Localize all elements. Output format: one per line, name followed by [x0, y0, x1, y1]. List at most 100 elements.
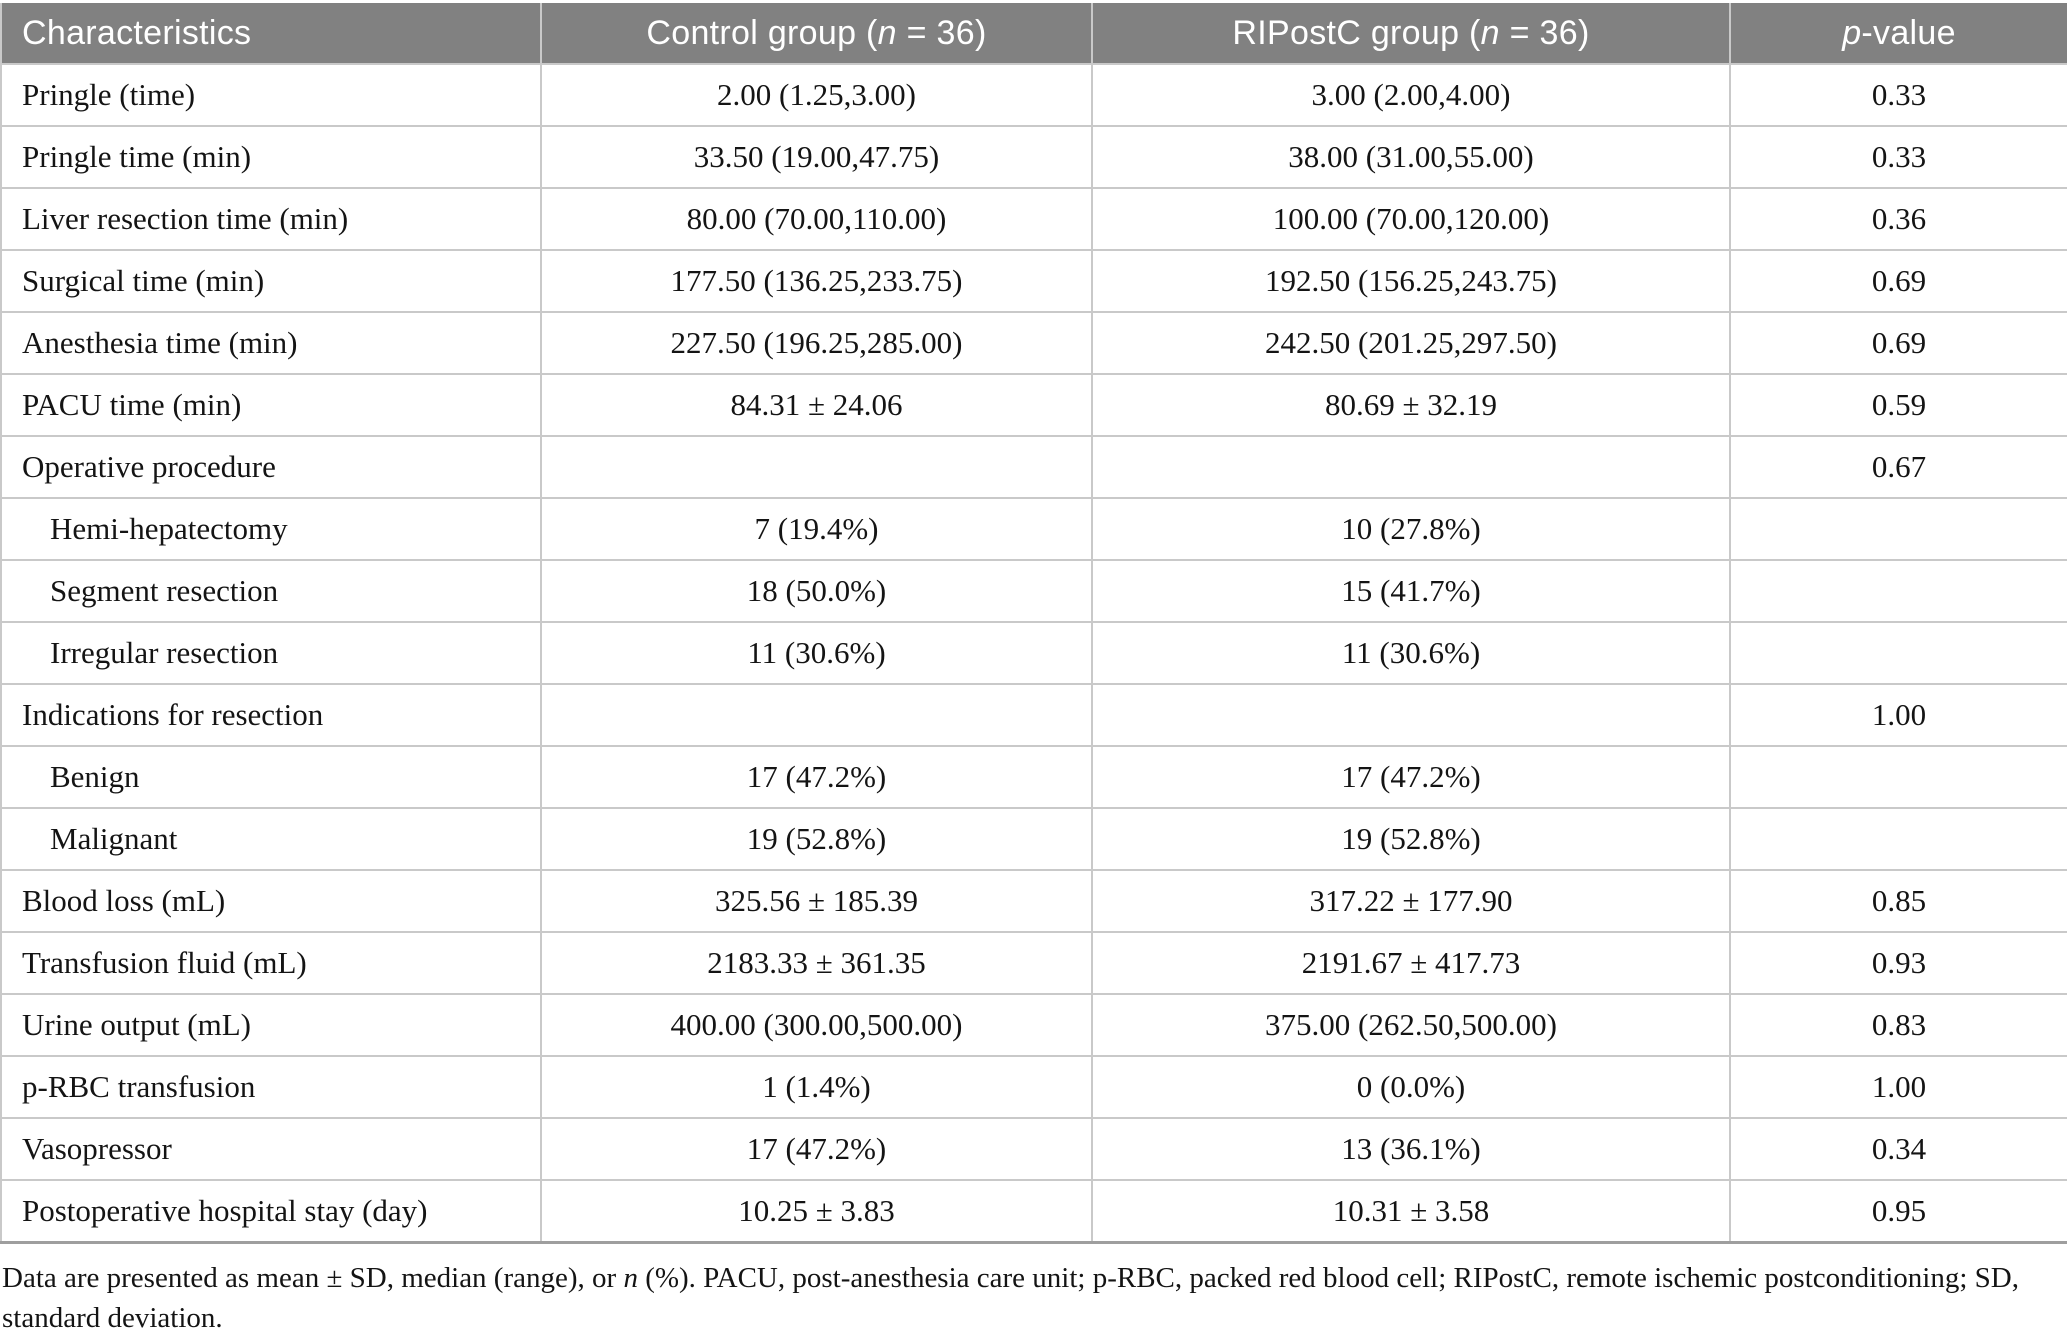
table-row: Indications for resection 1.00: [0, 683, 2067, 747]
control-group-label-pre: Control group (: [646, 13, 878, 52]
control-value: 177.50 (136.25,233.75): [540, 249, 1093, 313]
ripostc-value: 10.31 ± 3.58: [1091, 1179, 1731, 1244]
p-value: [1729, 497, 2067, 561]
row-label: Indications for resection: [0, 683, 542, 747]
row-label: Malignant: [0, 807, 542, 871]
p-value: 1.00: [1729, 1055, 2067, 1119]
row-label: Postoperative hospital stay (day): [0, 1179, 542, 1244]
table-row: Hemi-hepatectomy 7 (19.4%) 10 (27.8%): [0, 497, 2067, 561]
control-value: 10.25 ± 3.83: [540, 1179, 1093, 1244]
control-value: 11 (30.6%): [540, 621, 1093, 685]
ripostc-value: 17 (47.2%): [1091, 745, 1731, 809]
ripostc-value: 13 (36.1%): [1091, 1117, 1731, 1181]
control-value: 17 (47.2%): [540, 745, 1093, 809]
row-label: Hemi-hepatectomy: [0, 497, 542, 561]
row-label: p-RBC transfusion: [0, 1055, 542, 1119]
ripostc-value: 192.50 (156.25,243.75): [1091, 249, 1731, 313]
table-row: Liver resection time (min) 80.00 (70.00,1…: [0, 187, 2067, 251]
p-value: [1729, 745, 2067, 809]
table-row: Malignant 19 (52.8%) 19 (52.8%): [0, 807, 2067, 871]
ripostc-value: [1091, 435, 1731, 499]
table-row: Pringle (time) 2.00 (1.25,3.00) 3.00 (2.00…: [0, 63, 2067, 127]
control-value: 325.56 ± 185.39: [540, 869, 1093, 933]
control-value: 19 (52.8%): [540, 807, 1093, 871]
footnote: Data are presented as mean ± SD, median …: [2, 1258, 2060, 1338]
control-group-label-post: = 36): [896, 13, 987, 52]
ripostc-value: 0 (0.0%): [1091, 1055, 1731, 1119]
control-value: 18 (50.0%): [540, 559, 1093, 623]
ripostc-value: 10 (27.8%): [1091, 497, 1731, 561]
table-row: Anesthesia time (min) 227.50 (196.25,285.…: [0, 311, 2067, 375]
p-value: 0.33: [1729, 63, 2067, 127]
header-row: Characteristics Control group (n = 36) R…: [0, 0, 2067, 65]
table-row: Benign 17 (47.2%) 17 (47.2%): [0, 745, 2067, 809]
p-value: 1.00: [1729, 683, 2067, 747]
row-label: Urine output (mL): [0, 993, 542, 1057]
control-value: 2.00 (1.25,3.00): [540, 63, 1093, 127]
control-value: 2183.33 ± 361.35: [540, 931, 1093, 995]
table-row: Vasopressor 17 (47.2%) 13 (36.1%) 0.34: [0, 1117, 2067, 1181]
table-row: Urine output (mL) 400.00 (300.00,500.00) 3…: [0, 993, 2067, 1057]
control-group-label-n: n: [877, 13, 897, 52]
row-label: Vasopressor: [0, 1117, 542, 1181]
table-row: Blood loss (mL) 325.56 ± 185.39 317.22 ± 1…: [0, 869, 2067, 933]
characteristics-header: Characteristics: [0, 0, 542, 65]
p-value: 0.85: [1729, 869, 2067, 933]
table-row: Postoperative hospital stay (day) 10.25 ±…: [0, 1179, 2067, 1244]
p-value-header: p-value: [1729, 0, 2067, 65]
table-row: p-RBC transfusion 1 (1.4%) 0 (0.0%) 1.00: [0, 1055, 2067, 1119]
p-value: 0.59: [1729, 373, 2067, 437]
footnote-text-n: n: [623, 1262, 638, 1294]
control-value: 33.50 (19.00,47.75): [540, 125, 1093, 189]
table-row: PACU time (min) 84.31 ± 24.06 80.69 ± 32.1…: [0, 373, 2067, 437]
p-value: 0.36: [1729, 187, 2067, 251]
row-label: Operative procedure: [0, 435, 542, 499]
p-value-label-p: p: [1842, 13, 1862, 52]
table-row: Segment resection 18 (50.0%) 15 (41.7%): [0, 559, 2067, 623]
ripostc-group-label-n: n: [1480, 13, 1500, 52]
control-value: 84.31 ± 24.06: [540, 373, 1093, 437]
row-label: PACU time (min): [0, 373, 542, 437]
p-value: [1729, 559, 2067, 623]
table-body: Pringle (time) 2.00 (1.25,3.00) 3.00 (2.00…: [0, 63, 2067, 1244]
row-label: Pringle time (min): [0, 125, 542, 189]
row-label: Irregular resection: [0, 621, 542, 685]
row-label: Segment resection: [0, 559, 542, 623]
table-row: Pringle time (min) 33.50 (19.00,47.75) 38.…: [0, 125, 2067, 189]
p-value: 0.93: [1729, 931, 2067, 995]
control-value: 7 (19.4%): [540, 497, 1093, 561]
p-value: 0.67: [1729, 435, 2067, 499]
ripostc-value: 2191.67 ± 417.73: [1091, 931, 1731, 995]
table-row: Surgical time (min) 177.50 (136.25,233.75…: [0, 249, 2067, 313]
ripostc-value: 15 (41.7%): [1091, 559, 1731, 623]
p-value-label-post: -value: [1861, 13, 1956, 52]
row-label: Transfusion fluid (mL): [0, 931, 542, 995]
row-label: Liver resection time (min): [0, 187, 542, 251]
p-value: 0.33: [1729, 125, 2067, 189]
p-value: 0.83: [1729, 993, 2067, 1057]
table-row: Operative procedure 0.67: [0, 435, 2067, 499]
ripostc-group-label-pre: RIPostC group (: [1232, 13, 1481, 52]
control-value: 80.00 (70.00,110.00): [540, 187, 1093, 251]
row-label: Surgical time (min): [0, 249, 542, 313]
ripostc-value: 11 (30.6%): [1091, 621, 1731, 685]
ripostc-group-header: RIPostC group (n = 36): [1091, 0, 1731, 65]
ripostc-value: 80.69 ± 32.19: [1091, 373, 1731, 437]
p-value: 0.69: [1729, 311, 2067, 375]
ripostc-value: 3.00 (2.00,4.00): [1091, 63, 1731, 127]
control-value: 227.50 (196.25,285.00): [540, 311, 1093, 375]
ripostc-value: 100.00 (70.00,120.00): [1091, 187, 1731, 251]
ripostc-value: [1091, 683, 1731, 747]
control-value: 400.00 (300.00,500.00): [540, 993, 1093, 1057]
ripostc-group-label-post: = 36): [1499, 13, 1590, 52]
table-header: Characteristics Control group (n = 36) R…: [0, 0, 2067, 65]
control-value: 1 (1.4%): [540, 1055, 1093, 1119]
row-label: Pringle (time): [0, 63, 542, 127]
p-value: [1729, 807, 2067, 871]
row-label: Anesthesia time (min): [0, 311, 542, 375]
table-row: Transfusion fluid (mL) 2183.33 ± 361.35 21…: [0, 931, 2067, 995]
control-group-header: Control group (n = 36): [540, 0, 1093, 65]
control-value: [540, 435, 1093, 499]
table-row: Irregular resection 11 (30.6%) 11 (30.6%): [0, 621, 2067, 685]
